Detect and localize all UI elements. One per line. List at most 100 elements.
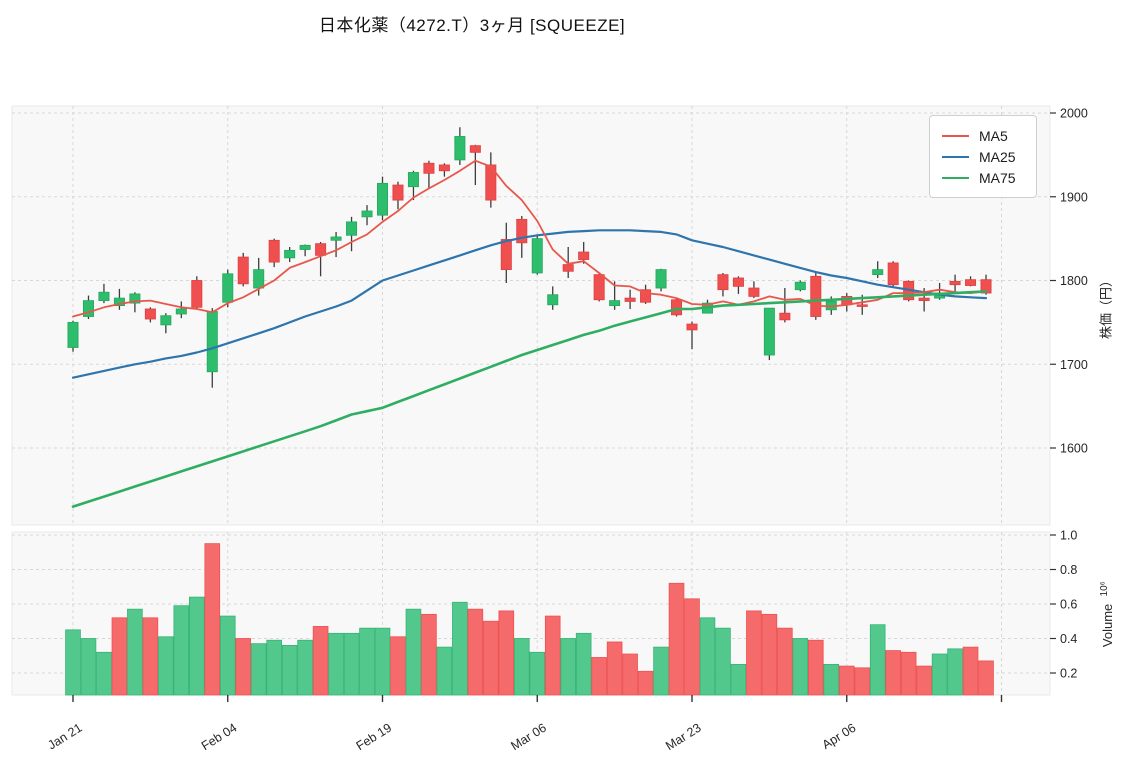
candle-up — [407, 172, 419, 188]
volume-bar — [312, 626, 329, 696]
volume-tick-label: 0.4 — [1060, 632, 1077, 646]
volume-bar — [359, 627, 375, 696]
candle-down — [686, 323, 698, 331]
volume-bar — [390, 636, 406, 696]
legend-item-ma5: MA5 — [942, 125, 1024, 146]
price-tick-label: 1900 — [1060, 190, 1088, 204]
candle-down — [392, 184, 404, 201]
volume-bar — [668, 582, 685, 696]
volume-bar — [513, 638, 530, 696]
volume-bar — [730, 663, 747, 696]
legend-swatch-ma25 — [942, 155, 969, 158]
volume-bar — [374, 627, 391, 696]
volume-bar — [591, 657, 607, 696]
candle-down — [779, 312, 791, 321]
candle-up — [763, 307, 775, 356]
ma25-line — [71, 229, 988, 379]
price-tick-label: 1700 — [1060, 358, 1088, 372]
candle-down — [562, 264, 574, 272]
legend-item-ma25: MA25 — [942, 146, 1024, 167]
legend-item-ma75: MA75 — [942, 167, 1024, 188]
candle-up — [531, 238, 543, 274]
price-tick-label: 1800 — [1060, 274, 1088, 288]
candle-up — [113, 297, 125, 307]
candle-up — [175, 308, 187, 315]
volume-bar — [885, 650, 901, 696]
volume-bar — [405, 608, 422, 696]
candle-up — [98, 291, 110, 302]
legend-label: MA5 — [979, 127, 1008, 144]
volume-bar — [173, 605, 190, 696]
volume-bar — [606, 641, 623, 696]
volume-axis-label: Volume 10⁶ — [1098, 581, 1116, 648]
volume-bar — [854, 667, 871, 696]
candle-down — [949, 280, 961, 286]
volume-bar — [80, 638, 97, 696]
candle-up — [609, 300, 621, 307]
ma75-line — [71, 290, 988, 508]
candle-up — [160, 315, 172, 326]
candle-up — [346, 221, 358, 236]
candle-up — [82, 300, 94, 317]
volume-bar — [343, 632, 360, 696]
candle-up — [284, 249, 296, 259]
volume-tick-label: 0.2 — [1060, 667, 1077, 681]
volume-bar — [250, 643, 267, 696]
candle-up — [454, 136, 466, 161]
price-tick-label: 2000 — [1060, 107, 1088, 121]
x-tick-label: Jan 21 — [45, 721, 84, 753]
candle-up — [253, 269, 265, 289]
ma5-line — [72, 159, 987, 318]
candle-up — [129, 293, 141, 304]
candle-down — [485, 164, 497, 201]
candle-up — [547, 294, 559, 306]
volume-bar — [684, 598, 700, 696]
volume-bar — [560, 638, 576, 696]
price-panel — [11, 105, 1051, 526]
volume-bar — [529, 651, 546, 696]
volume-bar — [777, 627, 793, 696]
volume-bar — [142, 617, 159, 696]
candle-down — [732, 277, 744, 287]
volume-bar — [452, 601, 468, 696]
volume-bar — [869, 624, 886, 696]
x-tick-label: Feb 04 — [199, 721, 239, 754]
volume-tick-label: 0.8 — [1060, 563, 1077, 577]
candle-down — [640, 289, 652, 303]
volume-bar — [746, 610, 762, 696]
volume-bar — [900, 651, 917, 696]
candle-down — [965, 279, 977, 286]
chart-title: 日本化薬（4272.T）3ヶ月 [SQUEEZE] — [318, 16, 626, 35]
volume-bar — [823, 663, 840, 696]
volume-bar — [637, 670, 654, 696]
legend-label: MA25 — [979, 148, 1016, 165]
volume-bar — [544, 615, 561, 696]
candle-down — [237, 256, 249, 285]
volume-bar — [978, 660, 994, 696]
volume-bar — [575, 632, 592, 696]
volume-bar — [653, 646, 669, 696]
volume-bar — [483, 620, 499, 696]
candle-down — [887, 262, 899, 286]
candle-up — [872, 269, 884, 276]
volume-bar — [328, 632, 344, 696]
candle-down — [810, 275, 822, 317]
candle-down — [671, 299, 683, 316]
legend-swatch-ma75 — [942, 176, 969, 179]
legend: MA5 MA25 MA75 — [929, 115, 1037, 198]
volume-bar — [188, 596, 205, 696]
candle-up — [206, 311, 218, 373]
x-tick-label: Apr 06 — [820, 721, 859, 752]
volume-bar — [111, 617, 128, 696]
candle-down — [469, 145, 481, 153]
volume-bar — [498, 610, 515, 696]
candle-up — [67, 321, 79, 348]
candle-down — [748, 287, 760, 297]
candle-down — [191, 280, 203, 308]
volume-bar — [467, 608, 484, 696]
candle-up — [330, 236, 342, 241]
candle-down — [438, 164, 450, 172]
x-tick-label: Mar 06 — [508, 721, 548, 754]
